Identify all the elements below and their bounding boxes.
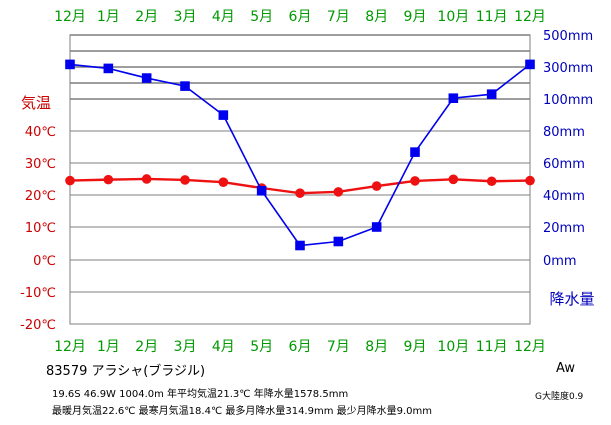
left-axis-title: 気温 bbox=[21, 94, 51, 112]
right-tick-label: 60mm bbox=[543, 157, 585, 172]
month-label-top: 2月 bbox=[135, 9, 158, 25]
temperature-point bbox=[141, 174, 152, 184]
precipitation-point bbox=[410, 147, 420, 157]
right-tick-label: 80mm bbox=[543, 125, 585, 140]
month-label-top: 9月 bbox=[404, 9, 427, 25]
month-label-bottom: 12月 bbox=[54, 339, 86, 355]
precipitation-point bbox=[333, 236, 344, 247]
month-label-bottom: 12月 bbox=[514, 339, 546, 355]
month-label-bottom: 8月 bbox=[365, 339, 388, 355]
precipitation-point bbox=[525, 59, 535, 70]
month-label-bottom: 5月 bbox=[250, 339, 273, 355]
temperature-point bbox=[525, 175, 535, 186]
temperature-point bbox=[448, 174, 459, 185]
right-tick-label: 300mm bbox=[543, 61, 593, 76]
month-label-bottom: 9月 bbox=[404, 339, 427, 355]
precipitation-point bbox=[295, 240, 305, 251]
continentality: G大陸度0.9 bbox=[535, 392, 584, 402]
precipitation-point bbox=[65, 59, 75, 70]
month-label-bottom: 4月 bbox=[212, 339, 235, 355]
month-label-bottom: 2月 bbox=[135, 339, 158, 355]
month-label-top: 3月 bbox=[174, 9, 197, 25]
month-label-bottom: 10月 bbox=[437, 339, 469, 355]
precipitation-line bbox=[69, 63, 531, 247]
month-label-top: 4月 bbox=[212, 9, 235, 25]
month-label-bottom: 11月 bbox=[476, 339, 508, 355]
right-tick-label: 500mm bbox=[543, 29, 593, 44]
left-tick-label: 20℃ bbox=[25, 189, 56, 204]
climate-chart: 12月 12月 1月 1月 2月 2月 3月 3月 4月 4月 5月 5月 6月 6月 7月 7月 8月 8月 9月… bbox=[20, 9, 594, 355]
month-label-top: 12月 bbox=[54, 9, 86, 25]
temperature-point bbox=[65, 175, 75, 186]
temperature-point bbox=[103, 174, 114, 185]
left-tick-label: 30℃ bbox=[25, 157, 56, 172]
station-info-line1: 19.6S 46.9W 1004.0m 年平均気温21.3℃ 年降水量1578.… bbox=[52, 389, 349, 400]
month-label-bottom: 1月 bbox=[97, 339, 120, 355]
temperature-point bbox=[486, 176, 497, 187]
month-label-top: 10月 bbox=[437, 9, 469, 25]
month-label-top: 12月 bbox=[514, 9, 546, 25]
precipitation-point bbox=[180, 81, 190, 91]
right-tick-label: 40mm bbox=[543, 189, 585, 204]
month-label-top: 11月 bbox=[476, 9, 508, 25]
precipitation-point bbox=[218, 110, 229, 120]
temperature-point bbox=[410, 176, 420, 186]
temperature-point bbox=[180, 175, 190, 185]
right-tick-label: 0mm bbox=[543, 254, 577, 269]
station-name: 83579 アラシャ(ブラジル) bbox=[46, 364, 206, 379]
precipitation-point bbox=[486, 89, 497, 99]
month-label-bottom: 6月 bbox=[289, 339, 312, 355]
precipitation-point bbox=[256, 185, 267, 196]
right-tick-label: 100mm bbox=[543, 93, 593, 108]
climate-code: Aw bbox=[556, 361, 575, 376]
precipitation-point bbox=[371, 222, 382, 232]
temperature-point bbox=[295, 188, 305, 198]
left-tick-label: 0℃ bbox=[33, 254, 56, 269]
temperature-point bbox=[218, 177, 229, 188]
precipitation-point bbox=[103, 63, 114, 74]
left-tick-label: 40℃ bbox=[25, 125, 56, 140]
station-info-line2: 最暖月気温22.6℃ 最寒月気温18.4℃ 最多月降水量314.9mm 最少月降… bbox=[52, 406, 433, 417]
temperature-point bbox=[371, 181, 382, 191]
right-axis-title: 降水量 bbox=[549, 290, 594, 308]
left-tick-label: -20℃ bbox=[20, 318, 56, 333]
precipitation-point bbox=[141, 73, 152, 83]
month-label-top: 6月 bbox=[289, 9, 312, 25]
month-label-bottom: 3月 bbox=[174, 339, 197, 355]
month-label-bottom: 7月 bbox=[327, 339, 350, 355]
precipitation-point bbox=[448, 93, 459, 103]
month-label-top: 7月 bbox=[327, 9, 350, 25]
temperature-point bbox=[333, 187, 344, 197]
left-tick-label: 10℃ bbox=[25, 221, 56, 236]
left-tick-label: -10℃ bbox=[20, 286, 56, 301]
month-label-top: 8月 bbox=[365, 9, 388, 25]
month-label-top: 1月 bbox=[97, 9, 120, 25]
month-label-top: 5月 bbox=[250, 9, 273, 25]
right-tick-label: 20mm bbox=[543, 221, 585, 236]
